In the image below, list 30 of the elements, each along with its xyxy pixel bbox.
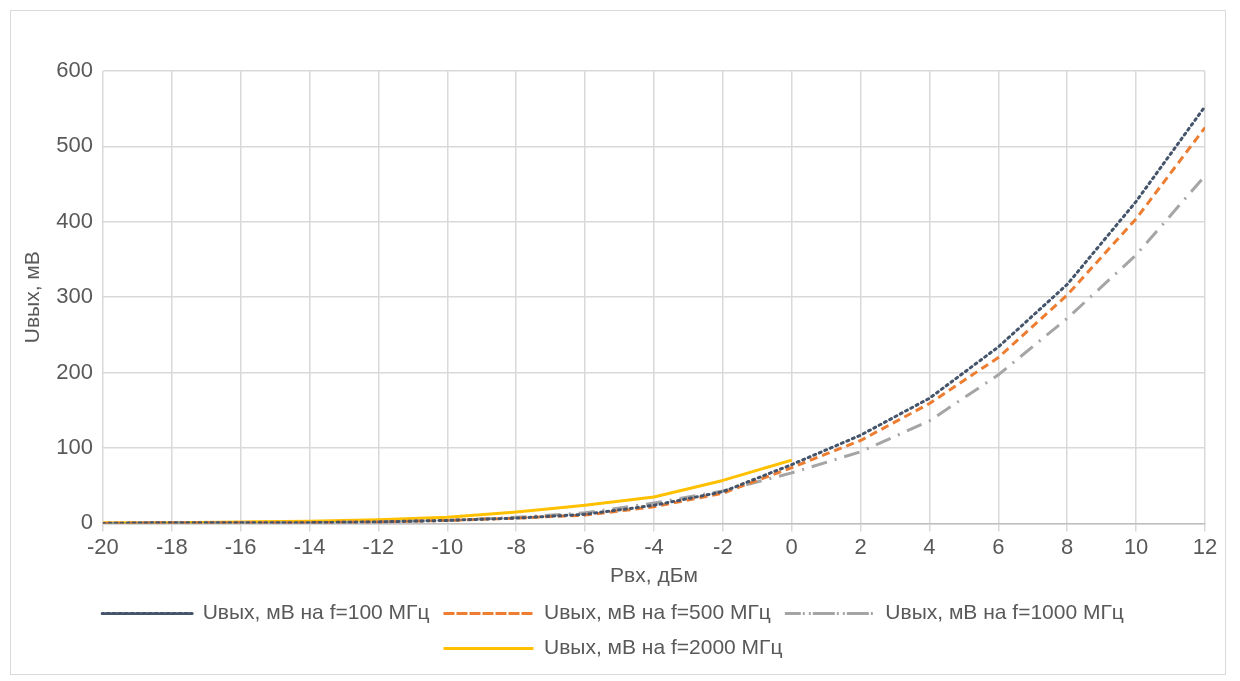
x-axis-title: Рвх, дБм xyxy=(610,563,698,587)
legend-label: Uвых, мВ на f=2000 МГц xyxy=(543,635,783,659)
y-tick-label: 500 xyxy=(56,132,93,158)
x-tick-label: 0 xyxy=(785,533,798,559)
x-tick-label: 8 xyxy=(1061,533,1074,559)
x-tick-label: -8 xyxy=(506,533,526,559)
x-tick-label: -10 xyxy=(431,533,464,559)
x-tick-label: 12 xyxy=(1192,533,1218,559)
x-tick-label: 6 xyxy=(992,533,1005,559)
y-tick-label: 400 xyxy=(56,207,93,233)
x-tick-label: -2 xyxy=(713,533,733,559)
y-tick-label: 300 xyxy=(56,283,93,309)
x-tick-label: 10 xyxy=(1123,533,1149,559)
x-tick-label: 4 xyxy=(923,533,936,559)
x-tick-label: -18 xyxy=(155,533,188,559)
x-tick-label: -20 xyxy=(87,533,119,559)
y-axis-title: Uвых, мВ xyxy=(20,251,44,344)
x-tick-label: -16 xyxy=(224,533,257,559)
legend-label: Uвых, мВ на f=100 МГц xyxy=(202,600,430,624)
x-tick-label: -12 xyxy=(362,533,395,559)
legend-label: Uвых, мВ на f=1000 МГц xyxy=(885,600,1124,624)
y-tick-label: 100 xyxy=(56,434,93,460)
x-tick-label: -14 xyxy=(293,533,326,559)
x-tick-label: -6 xyxy=(575,533,595,559)
y-tick-label: 0 xyxy=(80,509,93,535)
x-tick-label: -4 xyxy=(644,533,664,559)
x-tick-label: 2 xyxy=(854,533,867,559)
legend-label: Uвых, мВ на f=500 МГц xyxy=(543,600,771,624)
y-tick-label: 600 xyxy=(56,57,93,83)
y-tick-label: 200 xyxy=(56,358,93,384)
